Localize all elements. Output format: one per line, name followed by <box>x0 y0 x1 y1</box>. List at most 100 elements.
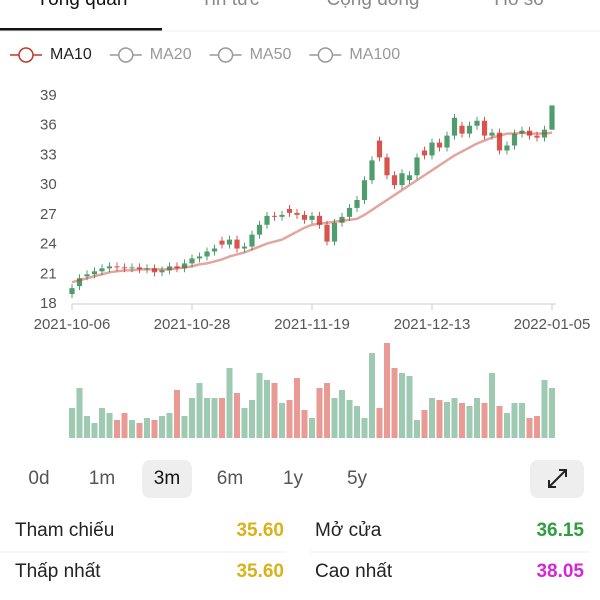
candle-body <box>189 258 195 264</box>
candle-body <box>69 288 75 295</box>
candle-body <box>346 207 353 217</box>
volume-bar <box>144 418 150 438</box>
candle-body <box>376 140 383 158</box>
stat-value: 35.60 <box>236 561 284 582</box>
tab[interactable]: Tin tức <box>201 0 259 10</box>
candle-body <box>114 266 120 268</box>
candle-body <box>541 129 548 138</box>
volume-bar <box>166 413 173 438</box>
candle-body <box>264 215 270 225</box>
candle-body <box>166 266 173 271</box>
candle-body <box>384 157 390 176</box>
candle-body <box>99 268 105 272</box>
volume-bar <box>369 353 375 438</box>
volume-bar <box>211 398 218 438</box>
candle-body <box>249 234 255 247</box>
candle-body <box>406 175 413 181</box>
legend-marker <box>118 47 134 63</box>
candle-body <box>474 120 480 126</box>
volume-bar <box>519 403 525 438</box>
volume-bar <box>256 373 263 438</box>
y-tick-label: 18 <box>40 295 57 312</box>
y-tick-label: 21 <box>40 265 57 282</box>
tab[interactable]: Tổng quan <box>37 0 128 10</box>
volume-bar <box>76 388 83 438</box>
candle-body <box>234 239 240 249</box>
volume-bar <box>391 368 398 438</box>
candle-body <box>159 270 165 273</box>
volume-bar <box>249 400 255 438</box>
volume-bar <box>204 398 210 438</box>
candle-body <box>391 175 398 186</box>
legend-label[interactable]: MA20 <box>150 46 192 63</box>
expand-icon[interactable] <box>548 469 567 488</box>
candle-body <box>256 224 263 235</box>
volume-bar <box>504 413 510 438</box>
volume-bar <box>436 400 443 438</box>
range-button[interactable]: 5y <box>347 468 368 489</box>
candle-body <box>196 256 203 259</box>
stat-label: Thấp nhất <box>15 561 101 582</box>
candle-body <box>174 266 180 269</box>
legend-label[interactable]: MA50 <box>250 46 292 63</box>
volume-bar <box>196 383 203 438</box>
x-tick-label: 2021-10-28 <box>154 316 231 333</box>
candle-body <box>106 266 113 269</box>
legend-marker <box>18 47 34 63</box>
range-button[interactable]: 6m <box>217 468 243 489</box>
volume-bar <box>549 388 555 438</box>
candle-body <box>316 215 323 225</box>
range-button[interactable]: 1m <box>89 468 115 489</box>
ma-line <box>71 131 553 284</box>
y-tick-label: 33 <box>40 146 57 163</box>
stat-label: Tham chiếu <box>15 520 114 541</box>
candle-body <box>121 267 128 269</box>
volume-bar <box>264 380 270 438</box>
volume-bar <box>421 410 428 438</box>
candle-body <box>481 120 488 136</box>
volume-bar <box>526 418 533 438</box>
y-tick-label: 27 <box>40 206 57 223</box>
range-button[interactable]: 1y <box>283 468 304 489</box>
volume-bar <box>331 398 338 438</box>
legend-label[interactable]: MA10 <box>50 46 92 63</box>
volume-bar <box>406 376 413 438</box>
range-button[interactable]: 3m <box>154 468 180 489</box>
volume-bar <box>189 398 195 438</box>
legend-label[interactable]: MA100 <box>349 46 400 63</box>
volume-bar <box>129 420 135 438</box>
y-tick-label: 39 <box>40 87 57 104</box>
volume-bar <box>384 343 390 438</box>
volume-bar <box>271 383 278 438</box>
volume-bar <box>534 416 540 438</box>
volume-bar <box>309 418 315 438</box>
x-tick-label: 2021-10-06 <box>34 316 111 333</box>
candle-body <box>279 214 285 217</box>
range-button[interactable]: 0d <box>28 468 49 489</box>
volume-bar <box>324 383 330 438</box>
volume-bar <box>354 406 360 438</box>
candle-body <box>144 268 150 270</box>
volume-bar <box>301 410 308 438</box>
selected-range-bg <box>142 460 192 498</box>
volume-bar <box>489 373 495 438</box>
volume-bar <box>339 390 345 438</box>
volume-bar <box>466 406 473 438</box>
candle-body <box>436 142 443 148</box>
candle-body <box>129 267 135 269</box>
candle-body <box>421 150 428 156</box>
candle-body <box>444 135 450 148</box>
volume-bar <box>511 403 518 438</box>
tab[interactable]: Cộng đồng <box>327 0 420 10</box>
volume-bar <box>241 408 248 438</box>
candle-body <box>286 208 293 213</box>
x-tick-label: 2021-11-19 <box>274 316 350 333</box>
volume-bar <box>219 398 225 438</box>
legend-marker <box>317 47 334 63</box>
candle-body <box>459 125 465 134</box>
candle-body <box>271 215 278 217</box>
expand-button[interactable] <box>530 460 584 498</box>
candle-body <box>226 239 233 245</box>
stat-label: Mở cửa <box>315 520 382 541</box>
tab[interactable]: Hồ sơ <box>494 0 546 10</box>
